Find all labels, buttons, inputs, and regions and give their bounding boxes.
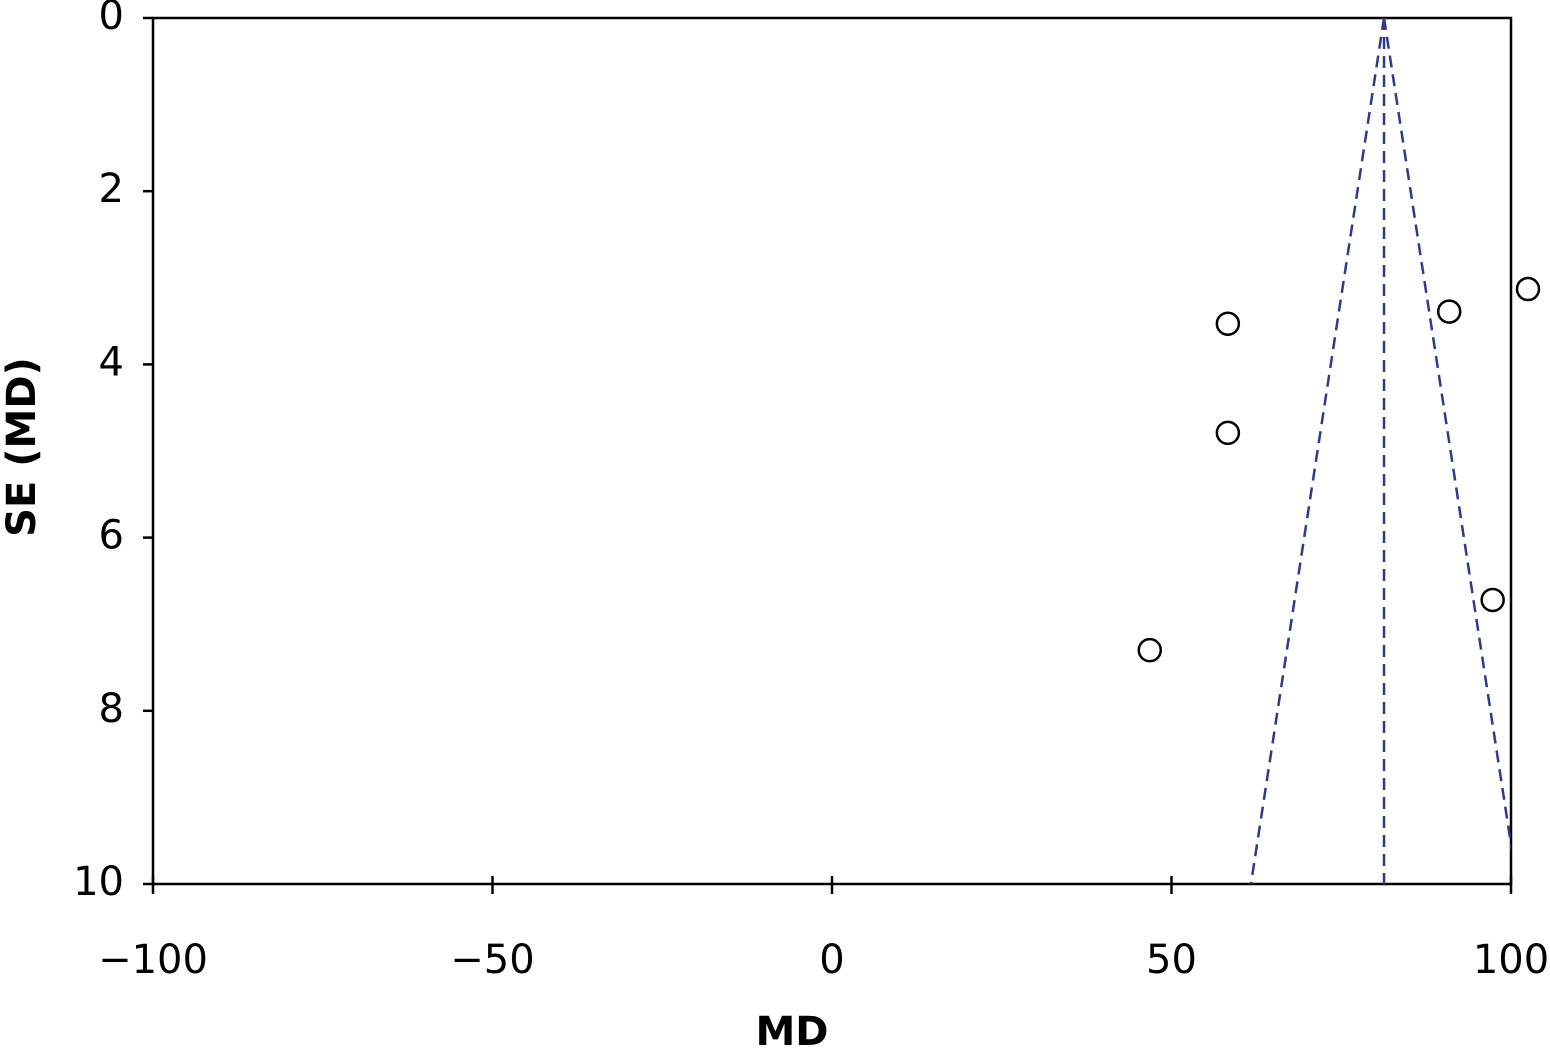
y-tick-label: 10	[73, 859, 124, 905]
x-tick-label: −100	[98, 937, 208, 983]
x-tick-label: 50	[1146, 937, 1197, 983]
funnel-line	[1249, 18, 1386, 884]
data-point	[1215, 420, 1241, 446]
data-point	[1436, 299, 1462, 324]
y-axis-title: SE (MD)	[0, 357, 45, 537]
reference-lines	[1249, 18, 1511, 884]
y-tick-label: 6	[99, 513, 124, 559]
data-point	[1480, 587, 1505, 613]
funnel-line	[1382, 18, 1511, 853]
x-tick-label: 0	[819, 937, 844, 983]
x-tick-label: 100	[1473, 937, 1549, 983]
y-tick-label: 8	[99, 686, 124, 732]
x-axis-title: MD	[755, 1009, 828, 1054]
y-tick-label: 4	[99, 339, 124, 385]
data-point	[1137, 637, 1163, 663]
y-tick-label: 2	[99, 166, 124, 212]
x-tick-label: −50	[450, 937, 534, 983]
data-point	[1515, 276, 1541, 302]
plot-frame	[151, 16, 1513, 886]
y-tick-label: 0	[99, 0, 124, 39]
data-point	[1215, 311, 1241, 336]
